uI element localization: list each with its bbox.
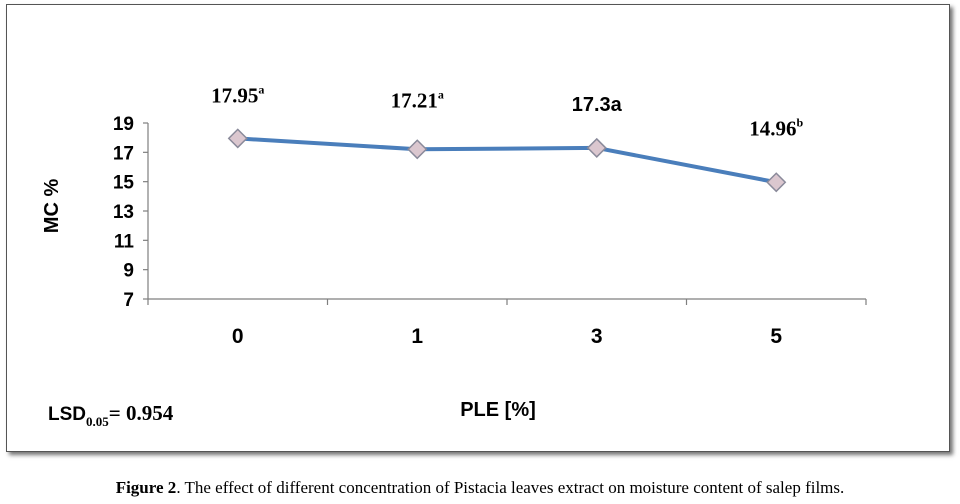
data-label-superscript: b xyxy=(797,115,804,129)
y-tick-label: 17 xyxy=(113,143,134,164)
y-tick-label: 19 xyxy=(113,114,134,135)
y-tick-label: 7 xyxy=(123,290,134,311)
caption-label: Figure 2 xyxy=(115,478,177,497)
x-tick-label: 0 xyxy=(232,325,244,348)
x-tick-label: 5 xyxy=(770,325,782,348)
lsd-value: = 0.954 xyxy=(109,401,174,425)
data-point-marker xyxy=(407,139,428,160)
data-point-marker xyxy=(227,128,248,149)
x-tick-label: 3 xyxy=(591,325,603,348)
series-markers xyxy=(227,128,787,193)
lsd-annotation: LSD0.05= 0.954 xyxy=(48,401,174,429)
data-label-value: 17.3a xyxy=(572,94,623,116)
data-label: 17.95a xyxy=(211,82,264,107)
data-label-value: 14.96 xyxy=(749,116,796,140)
data-label: 17.21a xyxy=(391,87,444,112)
data-label-superscript: a xyxy=(258,82,264,96)
y-tick-label: 11 xyxy=(114,231,135,252)
figure-caption: Figure 2. The effect of different concen… xyxy=(0,478,960,498)
x-axis-label: PLE [%] xyxy=(460,399,536,421)
figure-frame xyxy=(6,4,950,452)
caption-text: . The effect of different concentration … xyxy=(176,478,845,497)
data-label: 14.96b xyxy=(749,115,803,140)
data-point-marker xyxy=(766,172,787,193)
chart-axes xyxy=(143,122,867,305)
x-tick-labels: 0 1 3 5 xyxy=(232,325,783,348)
y-tick-label: 9 xyxy=(123,261,134,282)
data-label-superscript: a xyxy=(438,87,444,101)
y-tick-labels: 19 17 15 13 11 9 7 xyxy=(113,114,135,311)
x-tick-label: 1 xyxy=(411,325,423,348)
y-tick-label: 15 xyxy=(113,173,135,194)
series-line xyxy=(237,136,777,185)
data-point-marker xyxy=(586,137,607,158)
series-polyline xyxy=(237,136,777,185)
y-tick-label: 13 xyxy=(113,202,134,223)
lsd-prefix: LSD xyxy=(48,404,86,425)
lsd-subscript: 0.05 xyxy=(86,414,109,429)
y-axis-label: MC % xyxy=(41,179,63,234)
data-label-value: 17.95 xyxy=(211,83,258,107)
data-label: 17.3a xyxy=(572,94,623,116)
data-label-value: 17.21 xyxy=(391,88,438,112)
